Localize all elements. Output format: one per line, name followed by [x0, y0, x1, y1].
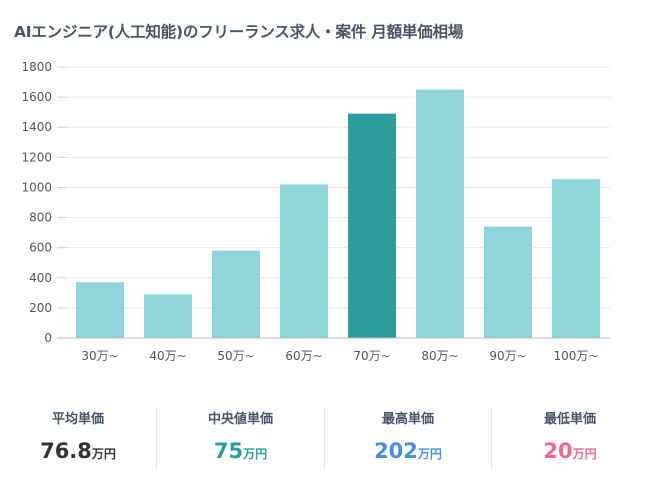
x-tick-label: 100万~ — [554, 349, 599, 363]
stat-divider — [491, 408, 492, 470]
stat-average-label: 平均単価 — [51, 412, 104, 427]
stat-max-unit: 万円 — [417, 447, 442, 461]
stat-min-label: 最低単価 — [543, 412, 596, 427]
bar — [484, 226, 532, 338]
x-tick-label: 40万~ — [149, 349, 186, 363]
y-tick-label: 200 — [29, 301, 52, 315]
x-tick-label: 60万~ — [285, 349, 322, 363]
bar — [552, 179, 600, 338]
stat-min-value: 20 — [543, 439, 573, 463]
stat-average: 平均単価 76.8万円 — [0, 402, 156, 470]
stat-max-label: 最高単価 — [381, 412, 434, 427]
y-tick-label: 800 — [29, 211, 52, 225]
x-tick-label: 50万~ — [217, 349, 254, 363]
bar — [76, 282, 124, 338]
stat-min-unit: 万円 — [572, 447, 597, 461]
bar — [348, 113, 396, 338]
y-tick-label: 600 — [29, 241, 52, 255]
stat-max-value-wrap: 202万円 — [325, 439, 491, 463]
chart-title: AIエンジニア(人工知能)のフリーランス求人・案件 月額単価相場 — [14, 23, 464, 41]
bar — [280, 184, 328, 338]
x-tick-label: 70万~ — [353, 349, 390, 363]
y-tick-label: 1800 — [21, 60, 52, 74]
stat-median-unit: 万円 — [243, 447, 268, 461]
y-tick-label: 400 — [29, 271, 52, 285]
stat-average-unit: 万円 — [91, 447, 116, 461]
y-tick-label: 1000 — [21, 180, 52, 194]
stat-min-value-wrap: 20万円 — [492, 439, 648, 463]
y-tick-label: 1600 — [21, 90, 52, 104]
stat-average-value-wrap: 76.8万円 — [0, 439, 156, 463]
stat-min: 最低単価 20万円 — [492, 402, 648, 470]
y-tick-label: 1400 — [21, 120, 52, 134]
stat-median-label: 中央値単価 — [207, 412, 273, 427]
bar-chart: 0 200 400 600 800 1000 1200 1400 1600 1800 30万~ 40万… — [21, 60, 610, 363]
stat-max: 最高単価 202万円 — [325, 402, 491, 470]
stat-median-value: 75 — [213, 439, 244, 463]
stat-divider — [156, 408, 157, 470]
x-tick-label: 90万~ — [489, 349, 526, 363]
x-tick-label: 30万~ — [81, 349, 118, 363]
stat-median-value-wrap: 75万円 — [157, 439, 324, 463]
stat-median: 中央値単価 75万円 — [157, 402, 324, 470]
bar — [416, 89, 464, 338]
bar — [144, 294, 192, 338]
x-tick-label: 80万~ — [421, 349, 458, 363]
stat-divider — [324, 408, 325, 470]
bar — [212, 250, 260, 338]
y-tick-label: 1200 — [21, 150, 52, 164]
price-stats: 平均単価 76.8万円 中央値単価 75万円 最高単価 202万円 最低単価 2… — [0, 402, 648, 470]
y-tick-label: 0 — [44, 331, 52, 345]
stat-max-value: 202 — [374, 439, 418, 463]
stat-average-value: 76.8 — [40, 439, 92, 463]
